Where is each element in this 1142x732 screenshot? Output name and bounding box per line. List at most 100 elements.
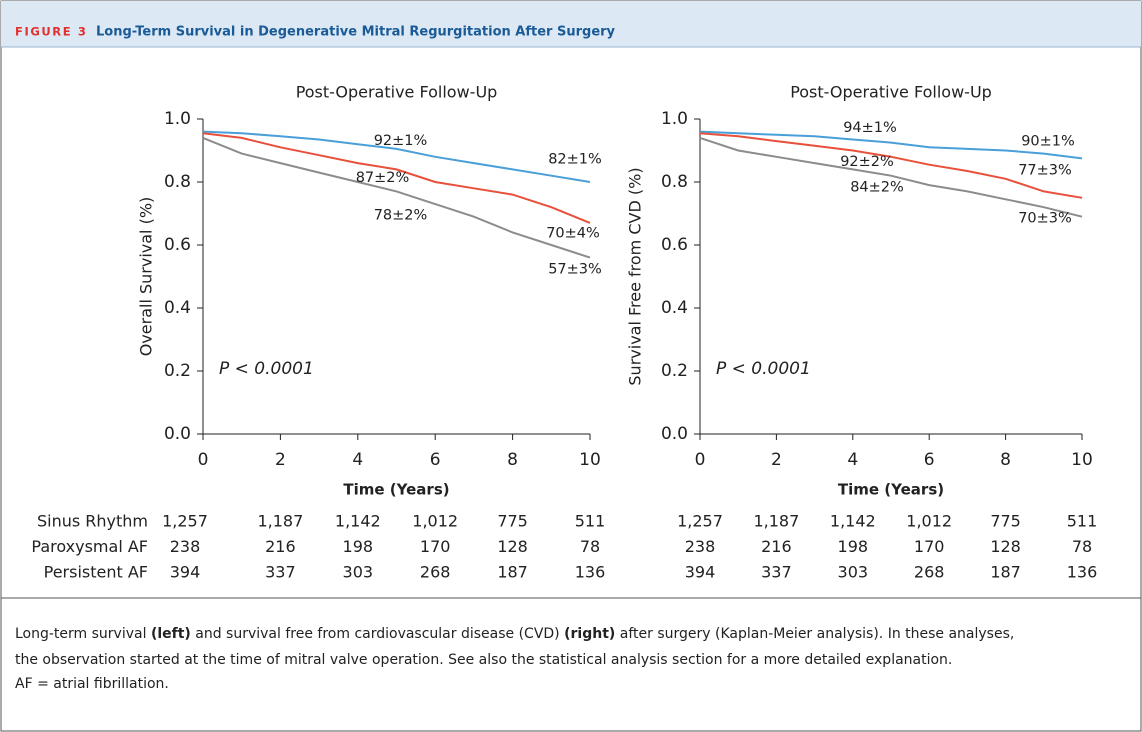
risk-count: 775	[990, 512, 1021, 531]
y-tick-label: 0.0	[661, 424, 688, 444]
caption-text: AF = atrial fibrillation.	[15, 676, 169, 692]
risk-count: 1,187	[257, 512, 303, 531]
risk-count: 128	[497, 537, 528, 556]
figure-title: Long-Term Survival in Degenerative Mitra…	[96, 25, 616, 40]
x-tick-label: 6	[430, 450, 441, 470]
risk-count: 1,142	[335, 512, 381, 531]
y-tick-label: 0.8	[164, 172, 191, 192]
survival-curve	[699, 130, 1083, 160]
risk-count: 238	[685, 537, 716, 556]
x-tick-label: 6	[924, 450, 935, 470]
annotation: 92±1%	[374, 133, 428, 149]
x-tick-label: 0	[198, 450, 209, 470]
annotation: 92±2%	[840, 154, 894, 170]
y-axis-label: Survival Free from CVD (%)	[626, 167, 645, 385]
risk-count: 511	[1067, 512, 1098, 531]
x-tick-label: 4	[847, 450, 858, 470]
risk-count: 394	[685, 563, 716, 582]
y-tick-label: 1.0	[164, 109, 191, 129]
figure-label: FIGURE 3	[15, 25, 87, 39]
risk-count: 1,187	[753, 512, 799, 531]
risk-count: 268	[420, 563, 451, 582]
survival-curve	[699, 136, 1083, 218]
p-value: P < 0.0001	[716, 359, 811, 379]
risk-count: 136	[1067, 563, 1098, 582]
risk-count: 78	[580, 537, 600, 556]
caption-text: (right)	[564, 626, 615, 642]
risk-count: 78	[1072, 537, 1092, 556]
annotation: 78±2%	[374, 207, 428, 223]
chart-title: Post-Operative Follow-Up	[296, 83, 498, 102]
risk-count: 337	[761, 563, 792, 582]
header-band	[1, 1, 1141, 47]
risk-count: 394	[170, 563, 201, 582]
y-tick-label: 0.4	[661, 298, 688, 318]
survival-curve	[202, 130, 591, 183]
risk-count: 170	[914, 537, 945, 556]
y-axis-label: Overall Survival (%)	[137, 197, 156, 357]
annotation: 84±2%	[850, 179, 904, 195]
risk-count: 1,012	[906, 512, 952, 531]
y-tick-label: 0.0	[164, 424, 191, 444]
caption-text: after surgery (Kaplan-Meier analysis). I…	[615, 626, 1014, 642]
y-tick-label: 1.0	[661, 109, 688, 129]
y-tick-label: 0.6	[661, 235, 688, 255]
risk-count: 337	[265, 563, 296, 582]
x-tick-label: 2	[771, 450, 782, 470]
risk-count: 136	[575, 563, 606, 582]
risk-count: 170	[420, 537, 451, 556]
chart-title: Post-Operative Follow-Up	[790, 83, 992, 102]
risk-count: 303	[838, 563, 869, 582]
risk-count: 238	[170, 537, 201, 556]
caption-text: and survival free from cardiovascular di…	[191, 626, 564, 642]
risk-count: 511	[575, 512, 606, 531]
y-tick-label: 0.8	[661, 172, 688, 192]
risk-row-label: Persistent AF	[44, 563, 148, 582]
risk-count: 268	[914, 563, 945, 582]
x-axis-label: Time (Years)	[838, 481, 944, 499]
risk-count: 198	[838, 537, 869, 556]
annotation: 87±2%	[356, 170, 410, 186]
x-axis-label: Time (Years)	[343, 481, 449, 499]
risk-count: 128	[990, 537, 1021, 556]
risk-count: 216	[265, 537, 296, 556]
p-value: P < 0.0001	[219, 359, 314, 379]
y-tick-label: 0.2	[164, 361, 191, 381]
survival-curve	[202, 136, 591, 259]
risk-row-label: Sinus Rhythm	[37, 512, 148, 531]
risk-count: 775	[497, 512, 528, 531]
annotation: 77±3%	[1018, 162, 1072, 178]
annotation: 70±4%	[546, 226, 600, 242]
x-tick-label: 10	[579, 450, 601, 470]
caption-text: (left)	[151, 626, 191, 642]
risk-count: 1,257	[677, 512, 723, 531]
risk-count: 1,012	[412, 512, 458, 531]
risk-count: 187	[497, 563, 528, 582]
x-tick-label: 2	[275, 450, 286, 470]
x-tick-label: 10	[1071, 450, 1093, 470]
risk-count: 216	[761, 537, 792, 556]
risk-row-label: Paroxysmal AF	[31, 537, 148, 556]
y-tick-label: 0.4	[164, 298, 191, 318]
caption-text: Long-term survival	[15, 626, 151, 642]
annotation: 70±3%	[1018, 211, 1072, 227]
risk-count: 1,257	[162, 512, 208, 531]
x-tick-label: 8	[1000, 450, 1011, 470]
annotation: 57±3%	[548, 261, 602, 277]
annotation: 90±1%	[1021, 134, 1075, 150]
y-tick-label: 0.6	[164, 235, 191, 255]
annotation: 94±1%	[843, 120, 897, 136]
risk-count: 198	[343, 537, 374, 556]
survival-curve	[699, 132, 1083, 199]
risk-count: 187	[990, 563, 1021, 582]
x-tick-label: 0	[695, 450, 706, 470]
y-tick-label: 0.2	[661, 361, 688, 381]
caption-text: the observation started at the time of m…	[15, 652, 952, 668]
x-tick-label: 4	[352, 450, 363, 470]
caption-line: Long-term survival (left) and survival f…	[15, 626, 1014, 642]
x-tick-label: 8	[507, 450, 518, 470]
risk-count: 1,142	[830, 512, 876, 531]
